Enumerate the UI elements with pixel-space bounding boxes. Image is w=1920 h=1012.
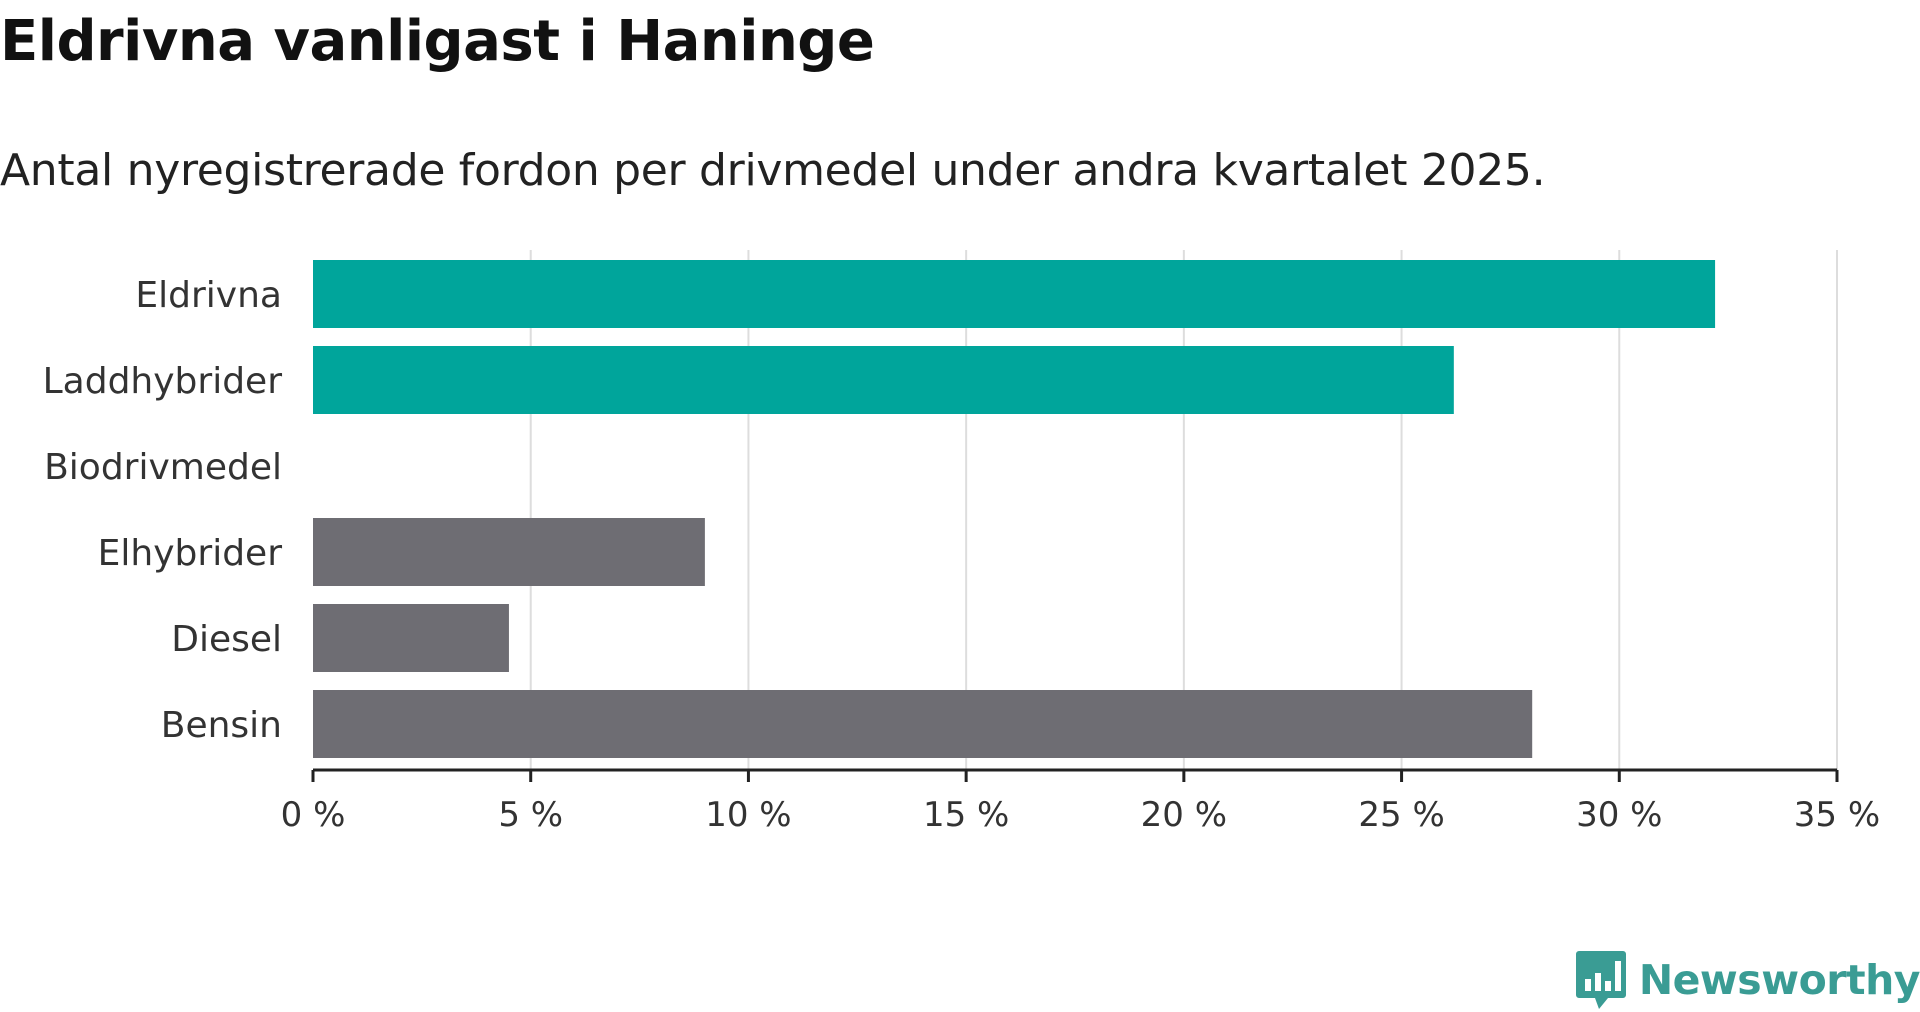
category-labels: Eldrivna Laddhybrider Biodrivmedel Elhybrid… — [43, 275, 283, 746]
x-tick-label: 35 % — [1794, 795, 1880, 835]
x-tick-label: 10 % — [705, 795, 791, 835]
brand-name: Newsworthy — [1638, 956, 1920, 1004]
newsworthy-logo-icon — [1575, 951, 1626, 1009]
x-tick-label: 20 % — [1141, 795, 1227, 835]
x-axis: 0 % 5 % 10 % 15 % 20 % 25 % 30 % 35 % — [281, 768, 1880, 835]
bar — [313, 346, 1454, 414]
chart-title: Eldrivna vanligast i Haninge — [0, 9, 875, 74]
category-label: Elhybrider — [98, 533, 283, 574]
x-tick-label: 25 % — [1358, 795, 1444, 835]
x-tick-label: 0 % — [281, 795, 346, 835]
category-label: Eldrivna — [135, 275, 282, 316]
chart-subtitle: Antal nyregistrerade fordon per drivmede… — [0, 145, 1546, 196]
category-label: Diesel — [171, 619, 282, 660]
bar — [313, 518, 705, 586]
category-label: Bensin — [161, 705, 282, 746]
x-tick-label: 15 % — [923, 795, 1009, 835]
bars — [313, 260, 1716, 758]
bar-chart: 0 % 5 % 10 % 15 % 20 % 25 % 30 % 35 % Eldrivna L… — [43, 250, 1880, 835]
bar — [313, 604, 509, 672]
category-label: Biodrivmedel — [44, 447, 282, 488]
bar — [313, 690, 1533, 758]
category-label: Laddhybrider — [43, 361, 283, 402]
brand: Newsworthy — [1575, 948, 1920, 1012]
x-tick-label: 30 % — [1576, 795, 1662, 835]
x-tick-label: 5 % — [498, 795, 563, 835]
bar — [313, 260, 1716, 328]
grid-lines — [529, 250, 1838, 770]
